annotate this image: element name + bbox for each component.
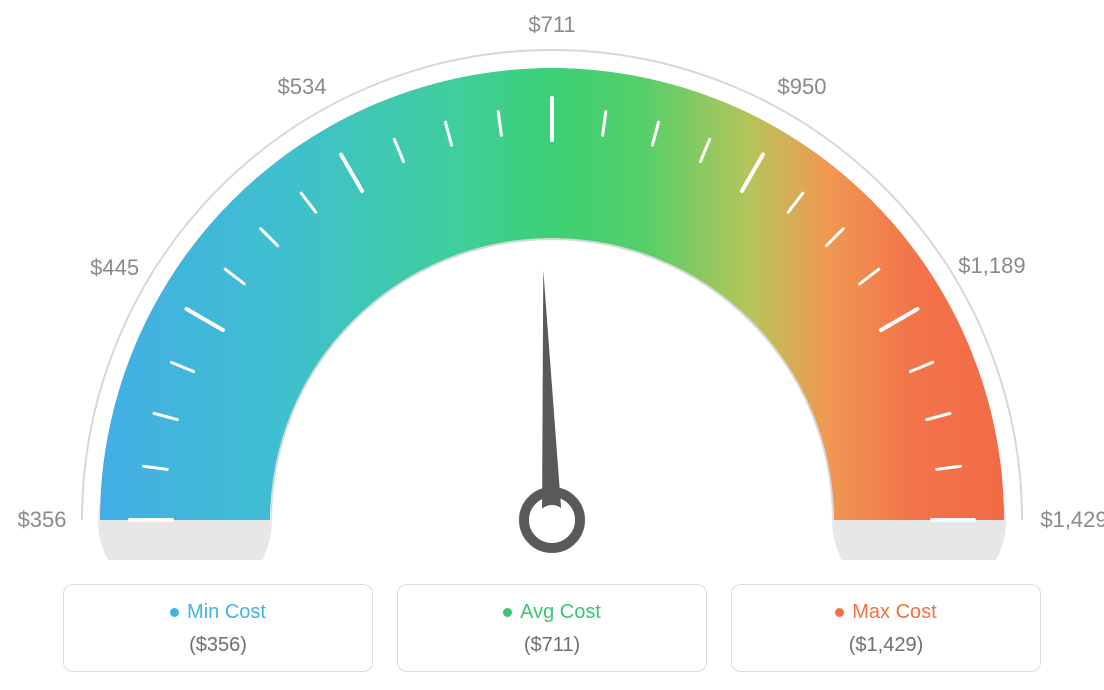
gauge-svg (0, 0, 1104, 560)
legend-card-max: Max Cost ($1,429) (731, 584, 1041, 672)
legend-dot-avg (503, 608, 512, 617)
legend-label-min: Min Cost (187, 601, 266, 624)
legend-label-max: Max Cost (852, 601, 936, 624)
legend-card-avg: Avg Cost ($711) (397, 584, 707, 672)
legend-dot-min (170, 608, 179, 617)
gauge-chart: $356 $445 $534 $711 $950 $1,189 $1,429 (0, 0, 1104, 560)
legend-value-min: ($356) (84, 634, 352, 657)
legend-value-avg: ($711) (418, 634, 686, 657)
legend-row: Min Cost ($356) Avg Cost ($711) Max Cost… (0, 584, 1104, 672)
legend-value-max: ($1,429) (752, 634, 1020, 657)
gauge-tick-label: $1,429 (1040, 507, 1104, 533)
gauge-tick-label: $445 (90, 255, 139, 281)
legend-label-avg: Avg Cost (520, 601, 601, 624)
gauge-tick-label: $1,189 (958, 253, 1025, 279)
legend-dot-max (835, 608, 844, 617)
gauge-tick-label: $356 (18, 507, 67, 533)
gauge-tick-label: $534 (278, 74, 327, 100)
gauge-tick-label: $950 (778, 74, 827, 100)
legend-card-min: Min Cost ($356) (63, 584, 373, 672)
gauge-tick-label: $711 (528, 12, 575, 38)
